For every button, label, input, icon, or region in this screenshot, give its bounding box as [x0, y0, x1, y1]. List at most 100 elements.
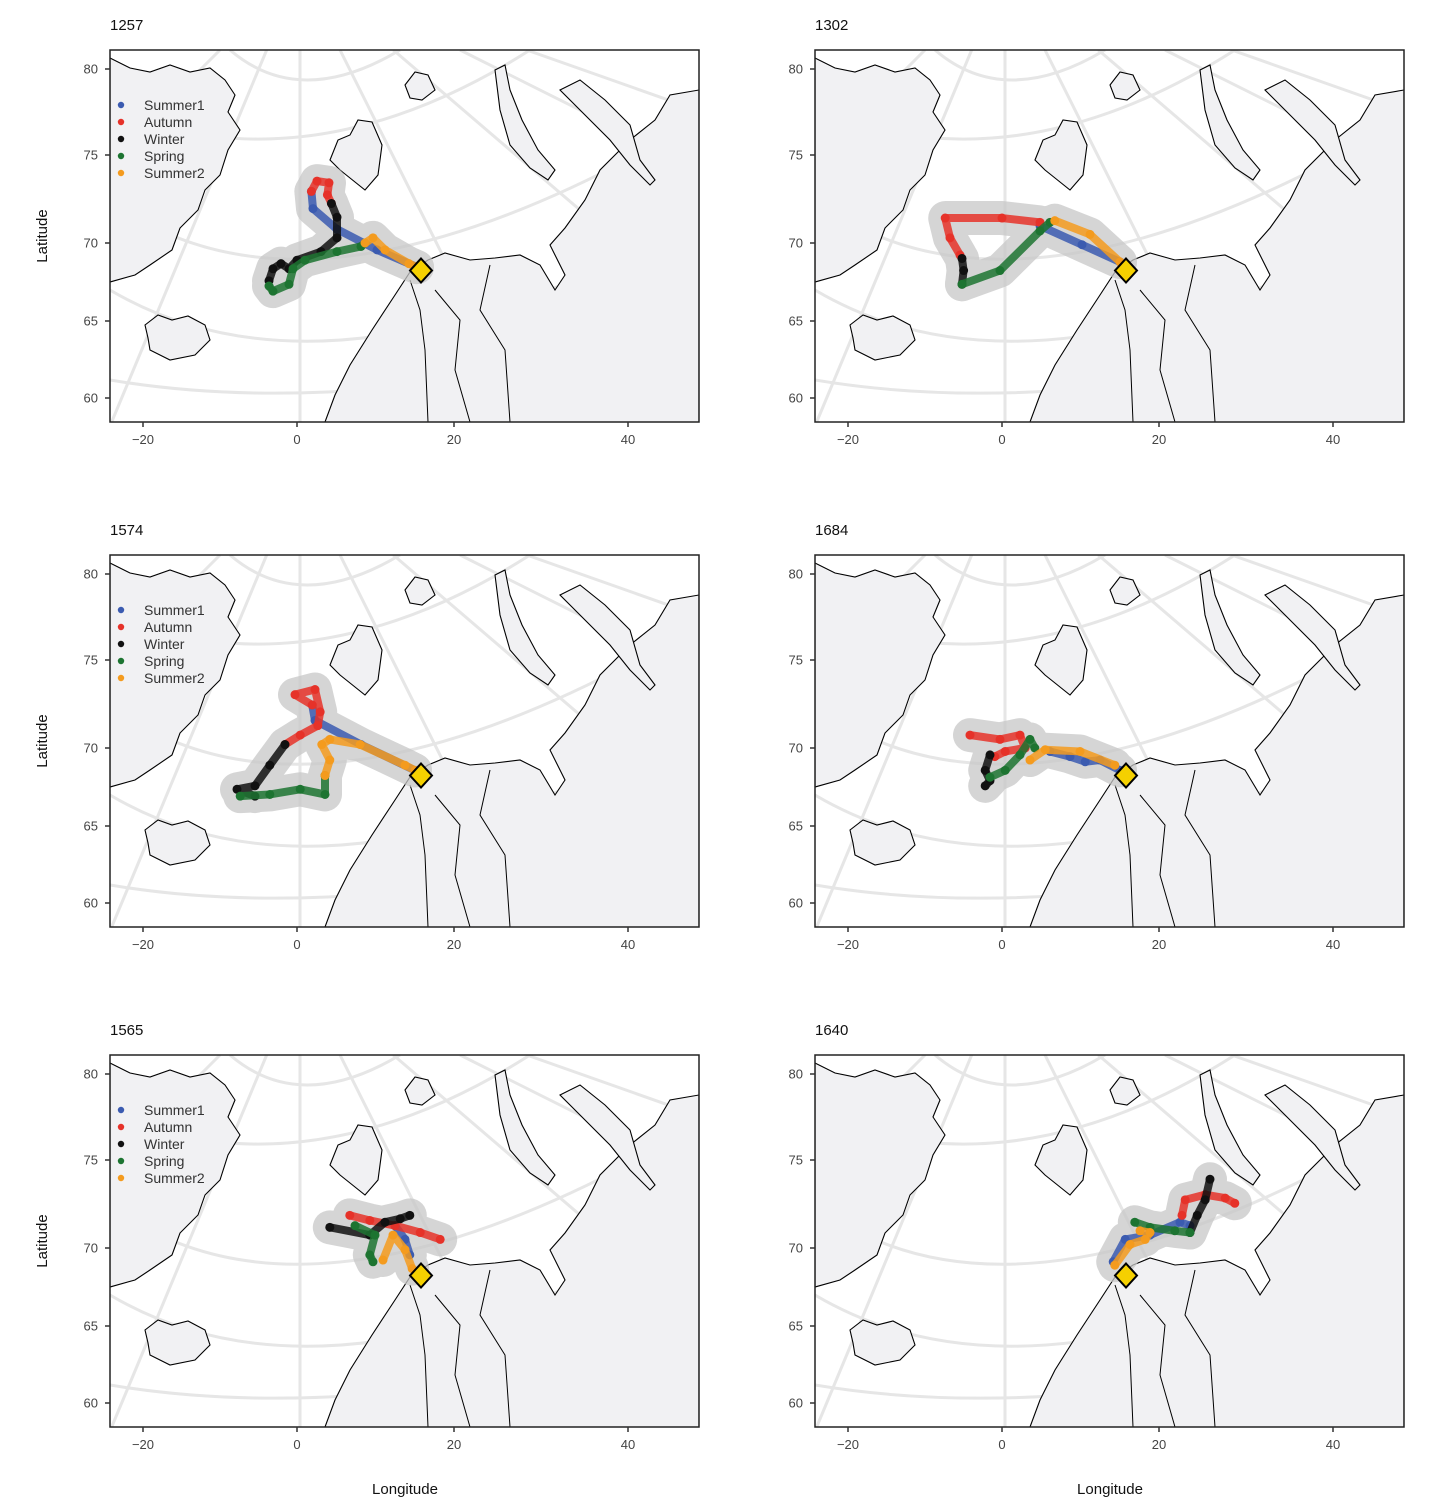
track-point — [350, 1221, 360, 1231]
land-outline — [494, 64, 556, 181]
x-tick-label: −20 — [837, 1437, 859, 1452]
legend-swatch — [117, 118, 125, 126]
border-line — [434, 794, 471, 927]
map-panel-1574: 1574 −20 0 20 40 60 65 70 75 80 Latitude Summer1Aut… — [34, 522, 700, 952]
land-outline — [815, 57, 946, 283]
track-point — [1140, 1234, 1150, 1244]
legend-swatch — [117, 640, 125, 648]
land-outline — [329, 1124, 383, 1196]
legend-label: Summer1 — [144, 97, 205, 113]
track-point — [265, 789, 275, 799]
y-tick-label: 75 — [789, 1153, 803, 1168]
legend-label: Autumn — [144, 114, 192, 130]
track-point — [1175, 1217, 1185, 1227]
graticule-parallel — [229, 555, 401, 587]
graticule-meridian — [815, 555, 974, 927]
legend-swatch — [117, 623, 125, 631]
land-outline — [1199, 1069, 1261, 1186]
land-outline — [1034, 624, 1088, 696]
x-tick-label: −20 — [132, 432, 154, 447]
panel-title: 1257 — [110, 17, 143, 34]
land-outline — [1199, 569, 1261, 686]
land-outline — [329, 624, 383, 696]
track-spring — [1130, 1217, 1195, 1238]
track-spring — [264, 238, 370, 296]
y-tick-label: 65 — [789, 819, 803, 834]
graticule-parallel — [229, 1055, 401, 1087]
y-tick-label: 60 — [789, 391, 803, 406]
track-point — [325, 1222, 335, 1232]
track-point — [235, 791, 245, 801]
plot-frame — [109, 49, 700, 423]
land-outline — [815, 1062, 946, 1288]
land-outline — [1109, 576, 1141, 606]
legend-label: Summer2 — [144, 1170, 205, 1186]
track-line — [1130, 1218, 1194, 1237]
track-point — [959, 266, 969, 276]
y-tick-label: 60 — [84, 391, 98, 406]
track-point — [1015, 750, 1025, 760]
track-point — [405, 1210, 415, 1220]
y-tick-label: 70 — [789, 236, 803, 251]
track-point — [1177, 1210, 1187, 1220]
track-point — [1080, 757, 1090, 767]
x-tick-label: 20 — [447, 1437, 461, 1452]
track-point — [380, 245, 390, 255]
land-outline — [559, 79, 656, 186]
y-tick-label: 70 — [789, 1241, 803, 1256]
border-line — [409, 1284, 429, 1427]
y-tick-label: 65 — [84, 819, 98, 834]
map-panel-1640: 1640 −20 0 20 40 60 65 70 75 80 Longitude — [789, 1022, 1405, 1498]
track-point — [355, 740, 365, 750]
land-outline — [404, 71, 436, 101]
legend-swatch — [117, 169, 125, 177]
track-point — [1205, 1174, 1215, 1184]
track-point — [1185, 1228, 1195, 1238]
track-point — [332, 212, 342, 222]
x-tick-label: 40 — [1326, 432, 1340, 447]
track-spring — [985, 734, 1040, 782]
track-line — [1186, 1175, 1214, 1237]
x-tick-label: 0 — [998, 1437, 1005, 1452]
y-tick-label: 75 — [84, 148, 98, 163]
y-axis-label: Latitude — [34, 1214, 51, 1267]
y-tick-label: 70 — [84, 236, 98, 251]
y-tick-label: 70 — [84, 1241, 98, 1256]
track-point — [370, 1230, 380, 1240]
track-winter — [325, 1210, 415, 1240]
land-outline — [559, 1084, 656, 1191]
x-tick-label: −20 — [132, 1437, 154, 1452]
land-outline — [494, 569, 556, 686]
map-area — [815, 555, 1404, 927]
legend-label: Summer2 — [144, 165, 205, 181]
land-outline — [1264, 584, 1361, 691]
graticule-meridian — [110, 50, 269, 422]
x-tick-label: −20 — [837, 937, 859, 952]
plot-frame — [814, 1054, 1405, 1428]
x-tick-label: 40 — [621, 937, 635, 952]
track-point — [945, 233, 955, 243]
track-point — [415, 1228, 425, 1238]
track-point — [1200, 1195, 1210, 1205]
legend-label: Autumn — [144, 619, 192, 635]
legend-swatch — [117, 152, 125, 160]
track-point — [995, 734, 1005, 744]
track-point — [307, 700, 317, 710]
y-axis-label: Latitude — [34, 714, 51, 767]
legend-label: Summer1 — [144, 602, 205, 618]
track-point — [360, 238, 370, 248]
plot-frame — [109, 554, 700, 928]
y-tick-label: 65 — [789, 1319, 803, 1334]
track-spring — [350, 1221, 380, 1267]
track-point — [1230, 1198, 1240, 1208]
track-point — [332, 233, 342, 243]
y-tick-label: 80 — [84, 62, 98, 77]
track-spring — [957, 217, 1055, 289]
track-point — [324, 178, 334, 188]
track-point — [1035, 226, 1045, 236]
track-point — [980, 781, 990, 791]
land-outline — [1029, 89, 1404, 422]
